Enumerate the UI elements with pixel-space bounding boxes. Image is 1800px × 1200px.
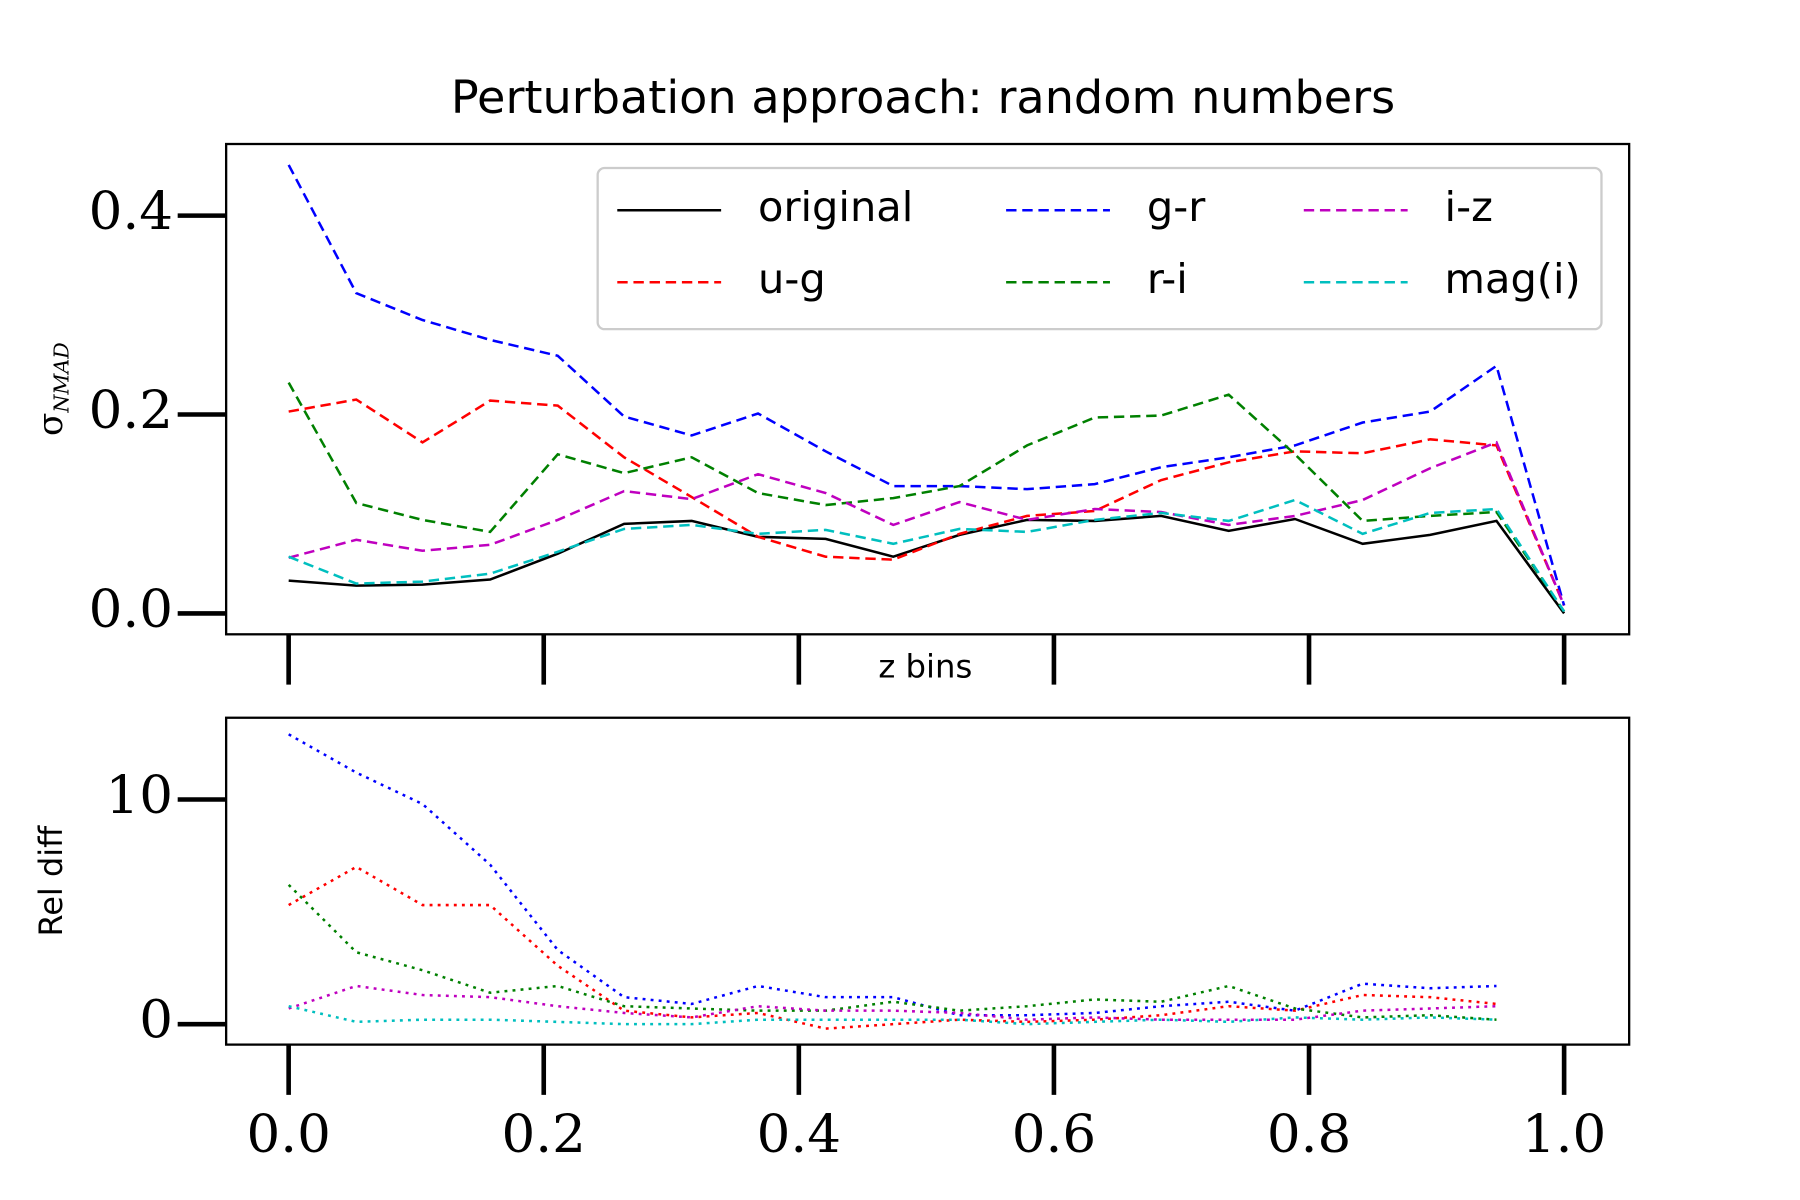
y-axis-label: Rel diff xyxy=(32,825,70,937)
x-tick-label: 0.6 xyxy=(1012,1104,1096,1165)
series-line xyxy=(287,382,1566,613)
y-axis-label-subscript: NMAD xyxy=(49,342,73,414)
series-line xyxy=(288,498,1566,613)
chart-title: Perturbation approach: random numbers xyxy=(451,70,1395,124)
axes-frame xyxy=(224,142,1631,636)
series-line xyxy=(288,1004,1497,1026)
legend-label: g-r xyxy=(1147,183,1205,231)
series-line xyxy=(288,984,1497,1021)
x-tick-label: 0.4 xyxy=(757,1104,841,1165)
figure: 0.0 0.2 0.4 Perturbation approach: random n… xyxy=(31,70,1631,1165)
series-line xyxy=(288,514,1566,615)
legend-label: i-z xyxy=(1445,183,1493,231)
y-tick-label: 0 xyxy=(139,990,173,1051)
legend-label: u-g xyxy=(758,255,826,303)
x-tick-label: 0.8 xyxy=(1267,1104,1351,1165)
x-tick-label: 1.0 xyxy=(1522,1104,1606,1165)
series-line xyxy=(288,733,1497,1017)
axes-frame xyxy=(224,716,1631,1046)
series-line xyxy=(287,883,1497,1021)
y-axis-label-text: σ xyxy=(31,413,71,436)
x-tick-label: 0.2 xyxy=(502,1104,586,1165)
x-tick-label: 0.0 xyxy=(246,1104,330,1165)
y-tick-label: 0.0 xyxy=(89,579,173,640)
series-line xyxy=(288,865,1497,1030)
y-tick-label: 10 xyxy=(106,765,174,826)
y-axis-label-text: Rel diff xyxy=(32,825,70,937)
y-tick-label: 0.2 xyxy=(89,380,173,441)
y-tick-label: 0.4 xyxy=(89,181,173,242)
legend-label: mag(i) xyxy=(1445,255,1581,303)
legend-label: original xyxy=(758,183,913,231)
series-line xyxy=(288,440,1566,606)
series-line xyxy=(287,164,1566,606)
x-axis-label: z bins xyxy=(878,648,972,686)
series-line xyxy=(288,398,1566,606)
y-axis-label: σNMAD xyxy=(31,342,73,436)
legend-label: r-i xyxy=(1147,255,1188,303)
legend-box xyxy=(596,166,1603,331)
